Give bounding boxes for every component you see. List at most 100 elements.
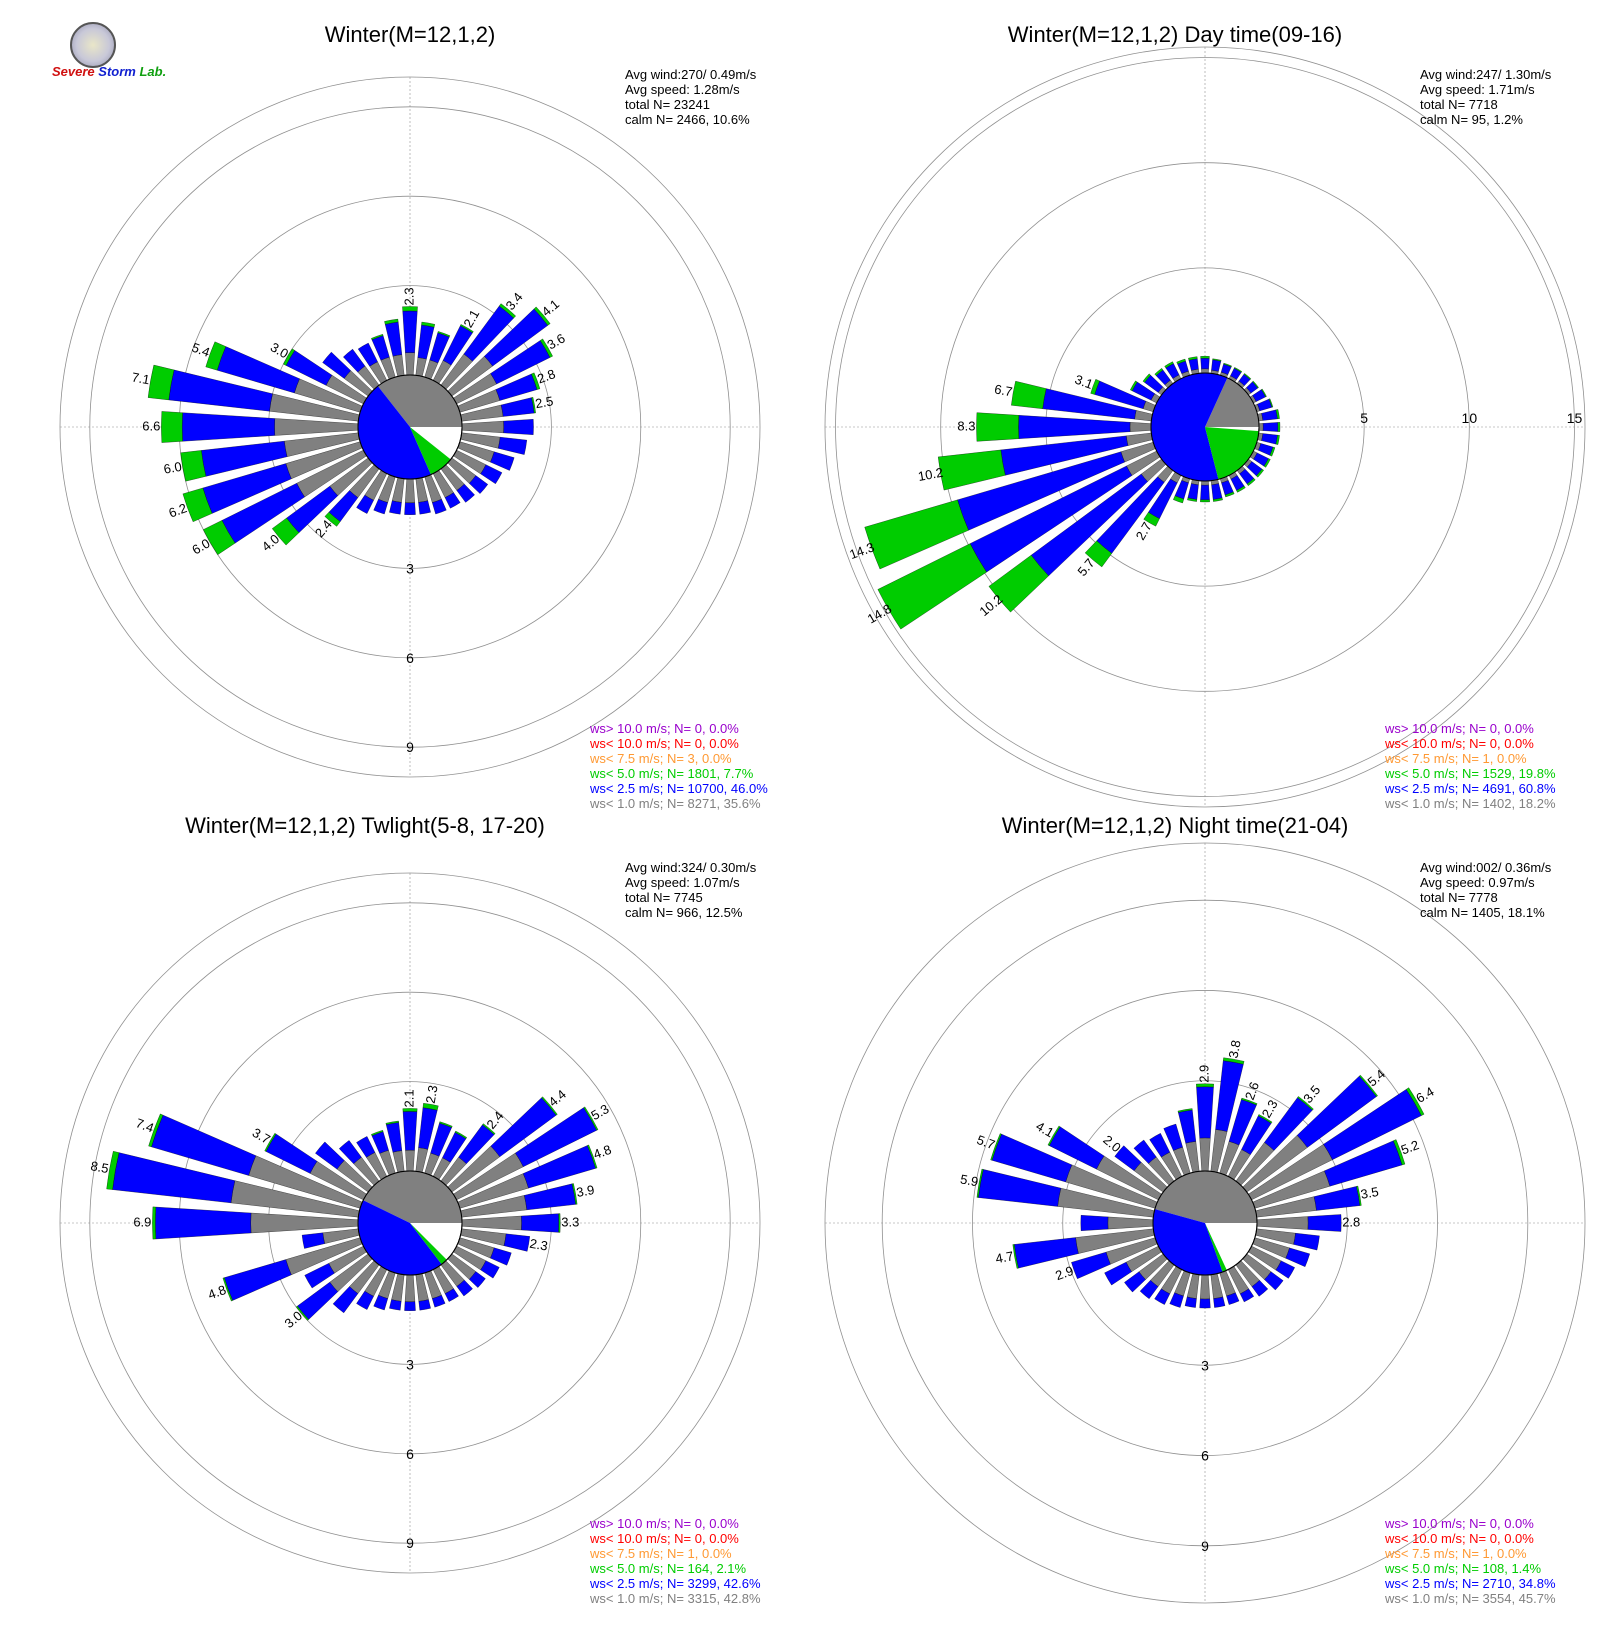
sector-bar-lt5 (587, 1144, 598, 1169)
sector-value-label: 5.4 (190, 340, 212, 360)
sector-value-label: 7.4 (134, 1115, 156, 1135)
sector-value-label: 4.8 (206, 1282, 228, 1302)
sector-bar-lt25 (357, 342, 378, 367)
sector-value-label: 2.9 (1053, 1263, 1075, 1283)
ring-label: 6 (1201, 1448, 1209, 1464)
sector-bar-lt5 (533, 306, 551, 326)
sector-value-label: 2.8 (535, 366, 557, 386)
legend-entry: ws< 1.0 m/s; N= 3315, 42.8% (589, 1591, 761, 1606)
legend-entry: ws< 1.0 m/s; N= 1402, 18.2% (1384, 796, 1556, 811)
sector-bar-lt25 (301, 1232, 325, 1249)
sector-bar-lt5 (205, 341, 227, 371)
sector-bar-lt5 (148, 1113, 164, 1148)
panel-title: Winter(M=12,1,2) Night time(21-04) (1002, 813, 1349, 838)
sector-bar-lt25 (469, 1271, 486, 1288)
sector-value-label: 2.3 (401, 287, 416, 305)
sector-bar-lt1 (1200, 1274, 1210, 1300)
sector-bar-lt25 (315, 1141, 345, 1170)
sector-bar-lt25 (404, 1301, 416, 1311)
sector-bar-lt1 (405, 478, 415, 503)
sector-bar-lt5 (1356, 1185, 1362, 1206)
sector-value-label: 2.3 (529, 1236, 549, 1254)
legend-entry: ws< 10.0 m/s; N= 0, 0.0% (589, 1531, 739, 1546)
sector-bar-lt5 (1012, 1244, 1019, 1269)
sector-bar-lt25 (322, 351, 351, 379)
sector-bar-lt25 (1114, 1145, 1142, 1171)
sector-bar-lt25 (224, 1259, 292, 1301)
ring-label: 5 (1360, 410, 1368, 426)
sector-value-label: 10.2 (917, 465, 945, 484)
sector-bar-lt25 (389, 500, 402, 515)
sector-bar-lt5 (1188, 356, 1198, 361)
sector-bar-lt5 (976, 1168, 984, 1198)
sector-value-label: 3.1 (1073, 372, 1095, 392)
sector-bar-lt25 (1199, 1298, 1211, 1309)
ring-label: 9 (1201, 1538, 1209, 1554)
sector-bar-lt5 (1275, 434, 1280, 445)
stats-line: Avg wind:270/ 0.49m/s (625, 67, 757, 82)
sector-bar-lt25 (1188, 358, 1199, 371)
sector-bar-lt25 (1133, 1139, 1157, 1164)
sector-bar-lt25 (490, 1247, 512, 1266)
sector-bar-lt5 (988, 554, 1049, 613)
legend-entry: ws> 10.0 m/s; N= 0, 0.0% (589, 721, 739, 736)
sector-bar-lt5 (1154, 368, 1164, 376)
sector-bar-lt5 (402, 306, 418, 312)
pie-slice-lt1 (363, 1171, 462, 1223)
sector-bar-lt5 (1173, 495, 1185, 504)
sector-bar-lt5 (976, 412, 1020, 442)
sector-bar-lt5 (271, 517, 300, 546)
sector-bar-lt25 (1154, 1288, 1171, 1305)
sector-bar-lt5 (1090, 379, 1100, 395)
sector-bar-lt5 (864, 499, 969, 570)
sector-bar-lt25 (1285, 1247, 1310, 1267)
sector-value-label: 6.7 (993, 381, 1013, 399)
stats-line: calm N= 95, 1.2% (1420, 112, 1523, 127)
sector-bar-lt5 (1275, 409, 1280, 420)
sector-bar-lt25 (432, 1295, 446, 1308)
legend-entry: ws< 7.5 m/s; N= 3, 0.0% (589, 751, 732, 766)
sector-bar-lt1 (461, 1215, 522, 1231)
sector-bar-lt25 (1104, 1261, 1132, 1286)
sector-bar-lt25 (1018, 415, 1131, 439)
sector-bar-lt5 (1406, 1087, 1425, 1116)
sector-bar-lt5 (106, 1151, 120, 1190)
legend-entry: ws< 2.5 m/s; N= 10700, 46.0% (589, 781, 768, 796)
ring-label: 6 (406, 650, 414, 666)
pie-outline (357, 1170, 463, 1276)
ring-label: 3 (406, 560, 414, 576)
sector-bar-lt25 (1071, 1251, 1111, 1279)
sector-bar-lt25 (1124, 1271, 1146, 1293)
logo-text-lab: Lab. (139, 64, 167, 79)
legend-entry: ws< 1.0 m/s; N= 8271, 35.6% (589, 796, 761, 811)
sector-bar-lt5 (264, 1133, 277, 1152)
sector-bar-lt5 (1084, 540, 1113, 568)
sector-bar-lt5 (385, 1120, 399, 1125)
stats-line: Avg wind:324/ 0.30m/s (625, 860, 757, 875)
legend-entry: ws< 2.5 m/s; N= 2710, 34.8% (1384, 1576, 1556, 1591)
sector-bar-lt1 (392, 1150, 405, 1173)
wind-rose-panel: 5 10 152.75.710.214.814.310.28.36.7 3.1Wint… (824, 22, 1586, 811)
sector-bar-lt1 (405, 1149, 415, 1172)
legend-entry: ws< 2.5 m/s; N= 3299, 42.6% (589, 1576, 761, 1591)
sector-bar-lt5 (1223, 1057, 1245, 1065)
sector-bar-lt5 (1393, 1139, 1406, 1166)
stats-line: total N= 7778 (1420, 890, 1498, 905)
sector-bar-lt5 (1200, 499, 1210, 503)
sector-bar-lt5 (422, 1103, 439, 1111)
sector-bar-lt25 (338, 1140, 362, 1164)
stats-line: calm N= 966, 12.5% (625, 905, 743, 920)
legend-entry: ws> 10.0 m/s; N= 0, 0.0% (1384, 1516, 1534, 1531)
pie-outline (1152, 1170, 1258, 1276)
pie-slice-lt5 (1205, 1223, 1227, 1272)
sector-bar-lt1 (274, 418, 359, 436)
sector-value-label: 6.9 (133, 1214, 151, 1229)
sector-bar-lt5 (1047, 1125, 1061, 1146)
legend-entry: ws< 1.0 m/s; N= 3554, 45.7% (1384, 1591, 1556, 1606)
sector-bar-lt5 (539, 338, 553, 358)
panel-title: Winter(M=12,1,2) (325, 22, 496, 47)
sector-bar-lt25 (404, 502, 416, 515)
sector-bar-lt1 (1258, 423, 1264, 431)
